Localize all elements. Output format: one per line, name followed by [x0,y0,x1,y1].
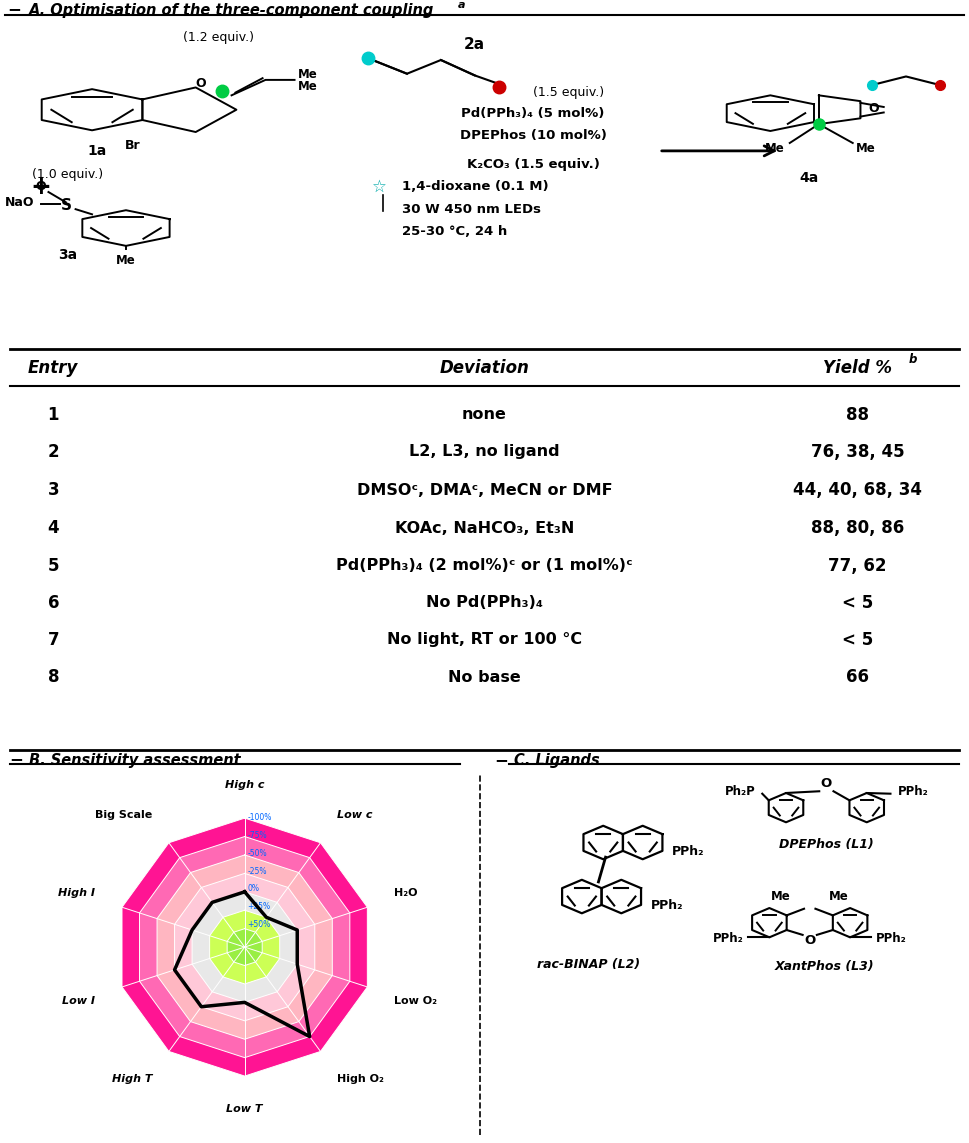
Text: none: none [462,407,507,423]
Polygon shape [174,873,315,1021]
Text: (1.2 equiv.): (1.2 equiv.) [182,31,254,45]
Text: 4: 4 [47,519,59,537]
Text: XantPhos (L3): XantPhos (L3) [774,960,874,973]
Text: 7: 7 [47,631,59,649]
Text: PPh₂: PPh₂ [651,898,683,912]
Text: DMSOᶜ, DMAᶜ, MeCN or DMF: DMSOᶜ, DMAᶜ, MeCN or DMF [357,482,612,497]
Text: 2a: 2a [464,37,485,53]
Text: 1: 1 [47,406,59,424]
Text: 30 W 450 nm LEDs: 30 W 450 nm LEDs [402,202,541,216]
Text: Br: Br [125,138,141,152]
Text: 8: 8 [47,668,59,686]
Text: 25-30 °C, 24 h: 25-30 °C, 24 h [402,225,508,238]
Polygon shape [157,855,332,1039]
Text: a: a [457,0,465,10]
Text: PPh₂: PPh₂ [876,932,907,945]
Text: −: − [494,751,508,769]
Text: 76, 38, 45: 76, 38, 45 [811,443,904,461]
Text: Low T: Low T [227,1104,263,1114]
Text: 77, 62: 77, 62 [828,557,887,575]
Text: K₂CO₃ (1.5 equiv.): K₂CO₃ (1.5 equiv.) [466,158,600,171]
Text: Big Scale: Big Scale [95,809,152,820]
Text: Me: Me [116,254,136,266]
Polygon shape [227,928,263,966]
Text: Ph₂P: Ph₂P [725,785,755,799]
Text: rac-BINAP (L2): rac-BINAP (L2) [538,958,641,972]
Text: No light, RT or 100 °C: No light, RT or 100 °C [387,632,582,647]
Polygon shape [122,818,367,1076]
Text: O: O [804,934,815,946]
Text: A. Optimisation of the three-component coupling: A. Optimisation of the three-component c… [29,2,434,18]
Text: DPEPhos (L1): DPEPhos (L1) [779,838,874,850]
Text: PPh₂: PPh₂ [672,845,704,857]
Text: C. Ligands: C. Ligands [514,753,599,768]
Text: L2, L3, no ligand: L2, L3, no ligand [409,445,560,459]
Text: 88: 88 [846,406,869,424]
Text: High O₂: High O₂ [337,1074,384,1085]
Text: 1a: 1a [87,144,107,158]
Text: (1.5 equiv.): (1.5 equiv.) [533,86,604,99]
Text: O: O [821,776,832,790]
Text: Me: Me [771,890,791,903]
Text: < 5: < 5 [842,631,873,649]
Text: PPh₂: PPh₂ [897,785,928,799]
Text: +: + [30,175,51,199]
Text: Me: Me [828,890,849,903]
Text: O: O [869,102,879,114]
Text: 0%: 0% [247,885,260,894]
Text: Yield %: Yield % [823,359,892,376]
Text: No Pd(PPh₃)₄: No Pd(PPh₃)₄ [426,596,543,610]
Text: -75%: -75% [247,831,267,840]
Text: +25%: +25% [247,902,270,911]
Text: High T: High T [111,1074,152,1085]
Text: Low O₂: Low O₂ [394,996,437,1006]
Text: −: − [10,751,29,769]
Text: Pd(PPh₃)₄ (5 mol%): Pd(PPh₃)₄ (5 mol%) [461,106,605,120]
Text: Me: Me [856,142,875,154]
Text: S: S [60,198,72,214]
Text: 4a: 4a [799,171,819,185]
Text: KOAc, NaHCO₃, Et₃N: KOAc, NaHCO₃, Et₃N [394,520,575,536]
Text: High I: High I [58,888,95,898]
Text: ☆: ☆ [372,178,388,195]
Text: 6: 6 [47,594,59,612]
Text: b: b [909,353,917,366]
Text: Pd(PPh₃)₄ (2 mol%)ᶜ or (1 mol%)ᶜ: Pd(PPh₃)₄ (2 mol%)ᶜ or (1 mol%)ᶜ [336,559,633,574]
Text: 3: 3 [47,481,59,499]
Text: High c: High c [225,780,265,790]
Text: -25%: -25% [247,866,267,876]
Text: PPh₂: PPh₂ [712,932,743,945]
Text: Low I: Low I [62,996,95,1006]
Text: 88, 80, 86: 88, 80, 86 [811,519,904,537]
Text: 44, 40, 68, 34: 44, 40, 68, 34 [793,481,922,499]
Text: O: O [195,77,205,90]
Text: No base: No base [448,670,521,685]
Text: Me: Me [297,80,317,94]
Text: (1.0 equiv.): (1.0 equiv.) [32,168,104,182]
Text: -100%: -100% [247,813,272,822]
Text: -50%: -50% [247,849,267,857]
Text: NaO: NaO [5,195,34,209]
Text: O: O [36,181,46,193]
Text: < 5: < 5 [842,594,873,612]
Text: B. Sensitivity assessment: B. Sensitivity assessment [29,753,240,768]
Text: H₂O: H₂O [394,888,418,898]
Text: Deviation: Deviation [440,359,529,376]
Text: 2: 2 [47,443,59,461]
Text: Me: Me [297,69,317,81]
Polygon shape [140,837,350,1057]
Polygon shape [209,910,280,984]
Text: +50%: +50% [247,920,270,929]
Text: 66: 66 [846,668,869,686]
Text: Me: Me [766,142,785,154]
Text: 5: 5 [47,557,59,575]
Polygon shape [192,892,297,1002]
Text: −: − [8,1,27,19]
Text: Low c: Low c [337,809,373,820]
Text: Entry: Entry [28,359,78,376]
Text: DPEPhos (10 mol%): DPEPhos (10 mol%) [459,129,607,142]
Text: 3a: 3a [58,248,78,263]
Text: 1,4-dioxane (0.1 M): 1,4-dioxane (0.1 M) [402,181,548,193]
